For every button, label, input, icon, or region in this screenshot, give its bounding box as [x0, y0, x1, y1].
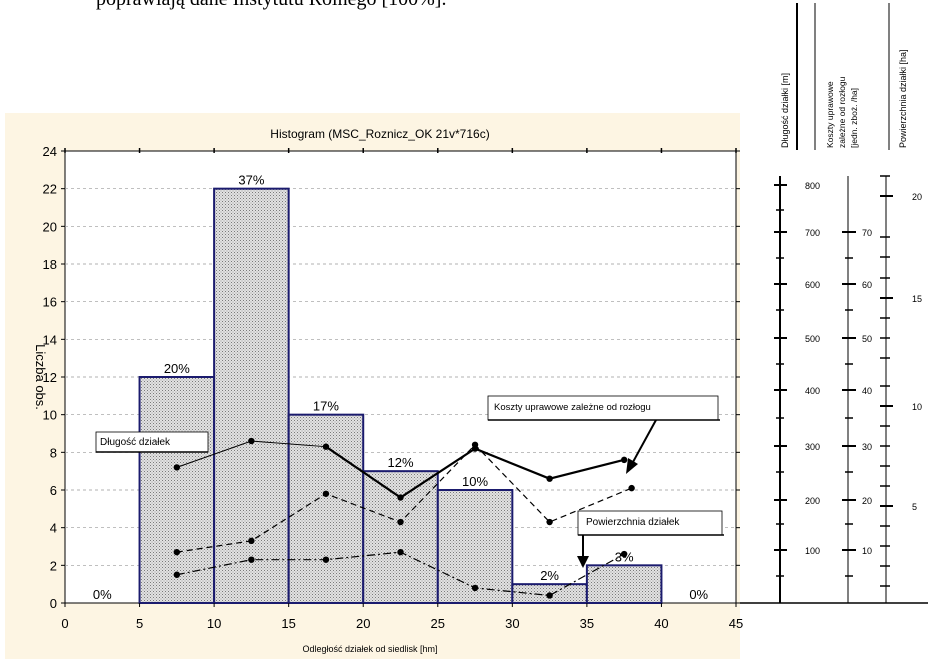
side-scale-axes: Długość działki [m] Koszty uprawowe zale… — [740, 3, 928, 604]
side-tick-label: 50 — [862, 334, 872, 344]
series-point — [397, 518, 404, 526]
series-point — [173, 464, 181, 471]
x-tick-label: 20 — [356, 616, 370, 631]
y-tick-label: 4 — [50, 521, 57, 536]
side-axis-header-area: Powierzchnia działki [ha] — [898, 49, 908, 148]
histogram-bar — [436, 489, 514, 604]
side-tick-label: 10 — [862, 546, 872, 556]
y-tick-label: 16 — [43, 295, 57, 310]
bar-percent-label: 17% — [313, 399, 339, 414]
side-axis-header-cost-3: [jedn. zboż. /ha] — [849, 88, 859, 148]
annotation-arrows — [577, 419, 657, 568]
side-tick-label: 10 — [912, 402, 922, 412]
series-label-text: Koszty uprawowe zależne od rozłogu — [494, 402, 651, 413]
series-point — [397, 548, 404, 556]
histogram-bar — [362, 470, 439, 604]
side-tick-label: 20 — [862, 496, 872, 506]
series-lines — [173, 437, 635, 599]
y-tick-label: 22 — [43, 182, 57, 197]
bar-percent-label: 0% — [689, 587, 708, 602]
y-axis-label: Liczba obs. — [33, 344, 48, 410]
histogram-bar — [287, 413, 365, 604]
series-point — [546, 518, 553, 526]
series-point — [471, 441, 479, 448]
series-point — [173, 548, 181, 556]
bar-percent-label: 10% — [462, 474, 488, 489]
side-tick-label: 400 — [805, 386, 820, 396]
side-tick-label: 15 — [912, 294, 922, 304]
y-tick-label: 0 — [50, 596, 57, 611]
side-tick-label: 200 — [805, 496, 820, 506]
y-tick-label: 8 — [50, 445, 57, 460]
series-point — [620, 550, 628, 558]
side-axis-ticks: 800 700 600 500 400 300 200 100 70 60 50 40 30 20 10 20… — [774, 175, 922, 587]
side-axis-header-length: Długość działki [m] — [780, 73, 790, 148]
series-label-dlugosc: Długość działek — [95, 431, 209, 453]
histogram-bars — [138, 187, 663, 605]
series-label-text: Długość działek — [100, 437, 171, 448]
series-point — [471, 584, 479, 592]
x-tick-label: 0 — [61, 616, 68, 631]
histogram-bar — [213, 187, 290, 605]
bar-percent-label: 2% — [540, 568, 559, 583]
side-tick-label: 40 — [862, 386, 872, 396]
y-tick-label: 2 — [50, 558, 57, 573]
series-point — [546, 592, 553, 599]
x-tick-label: 15 — [281, 616, 295, 631]
side-tick-label: 700 — [805, 228, 820, 238]
y-tick-label: 6 — [50, 483, 57, 498]
side-axis-header-cost-2: zależne od rozłogu — [837, 76, 847, 148]
y-tick-label: 18 — [43, 257, 57, 272]
side-tick-label: 70 — [862, 228, 872, 238]
histogram-bar — [585, 564, 663, 604]
series-point — [628, 484, 635, 492]
series-point — [620, 456, 628, 464]
side-tick-label: 800 — [805, 181, 820, 191]
bar-percent-label: 0% — [93, 587, 112, 602]
side-axis-header-cost-1: Koszty uprawowe — [825, 81, 835, 148]
series-point — [248, 437, 255, 445]
x-tick-label: 30 — [505, 616, 519, 631]
side-tick-label: 30 — [862, 442, 872, 452]
side-tick-label: 5 — [912, 502, 917, 512]
series-point — [322, 556, 330, 563]
side-tick-label: 20 — [912, 192, 922, 202]
series-line-emphasis — [325, 445, 625, 499]
side-tick-label: 60 — [862, 280, 872, 290]
x-tick-label: 5 — [136, 616, 143, 631]
bar-percent-label: 12% — [387, 455, 413, 470]
bar-percent-labels: 0%20%37%17%12%10%2%3%0% — [93, 173, 709, 602]
y-tick-label: 20 — [43, 219, 57, 234]
side-tick-label: 100 — [805, 546, 820, 556]
histogram-bar — [138, 376, 216, 604]
series-point — [248, 537, 255, 545]
bar-percent-label: 20% — [164, 361, 190, 376]
side-tick-label: 300 — [805, 442, 820, 452]
chart-title: Histogram (MSC_Roznicz_OK 21v*716c) — [270, 127, 489, 141]
x-tick-label: 10 — [207, 616, 221, 631]
y-tick-label: 10 — [43, 408, 57, 423]
bar-percent-label: 37% — [238, 173, 264, 188]
series-label-powierzchnia: Powierzchnia działek — [577, 510, 724, 536]
y-tick-label: 12 — [43, 370, 57, 385]
series-label-koszty: Koszty uprawowe zależne od rozłogu — [487, 395, 720, 421]
series-label-text: Powierzchnia działek — [586, 517, 680, 528]
x-tick-label: 25 — [431, 616, 445, 631]
body-text-line: poprawiają dane Instytutu Rolnego [100%]… — [96, 0, 446, 11]
series-point — [173, 571, 181, 578]
y-tick-label: 24 — [43, 144, 57, 159]
x-axis-label: Odległość działek od siedlisk [hm] — [302, 644, 437, 654]
series-point — [248, 556, 255, 563]
y-tick-label: 14 — [43, 332, 57, 347]
side-tick-label: 500 — [805, 334, 820, 344]
side-tick-label: 600 — [805, 280, 820, 290]
x-tick-label: 35 — [580, 616, 594, 631]
x-tick-label: 40 — [654, 616, 668, 631]
x-tick-label: 45 — [729, 616, 743, 631]
series-point — [322, 490, 330, 497]
